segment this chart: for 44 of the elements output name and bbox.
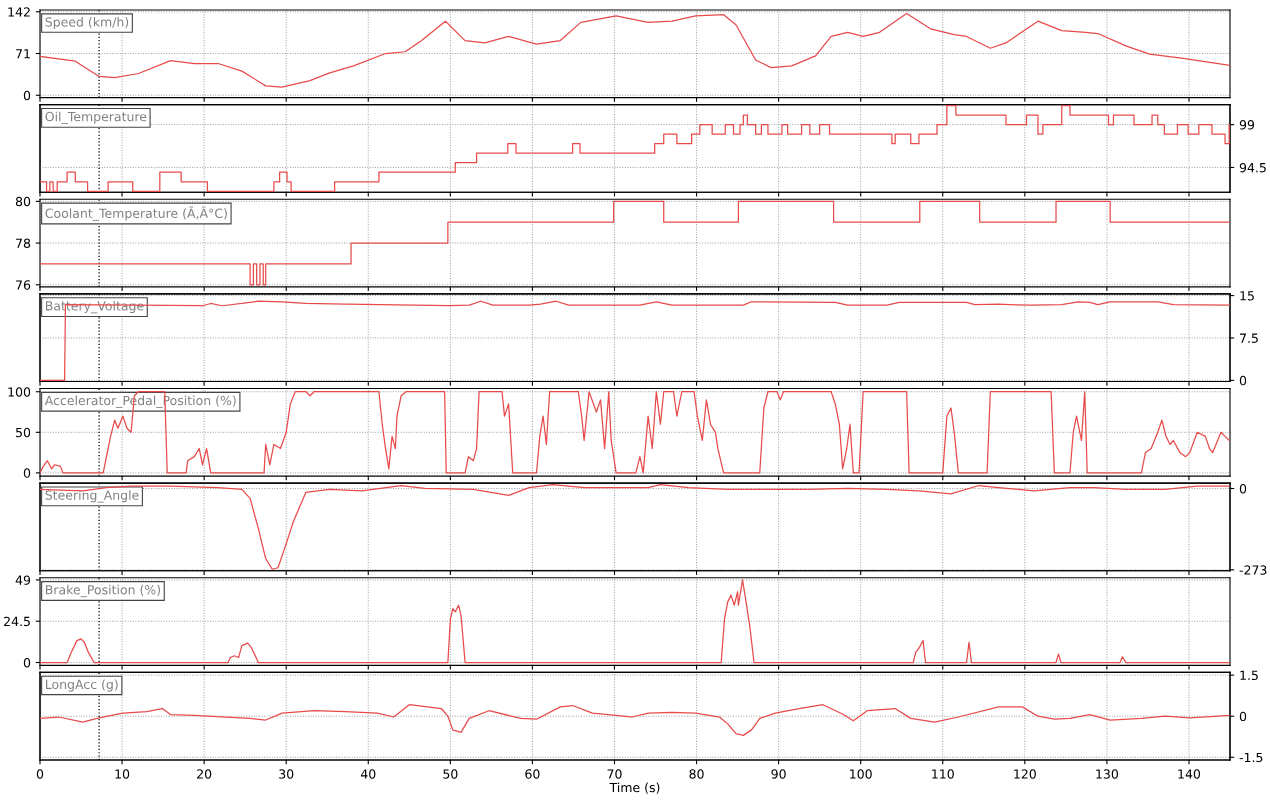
x-tick-label: 100	[850, 769, 872, 779]
x-tick-label: 40	[360, 769, 376, 779]
y2-tick-label: 0	[1239, 375, 1247, 386]
text: Coolant_Temperature (Ã,Â°C)	[45, 206, 227, 221]
y-tick-label: 50	[16, 427, 31, 438]
text: Oil_Temperature	[45, 111, 147, 125]
y-tick-label: 0	[23, 657, 31, 668]
x-tick-label: 110	[932, 769, 954, 779]
y2-tick-label: 0	[1239, 483, 1247, 494]
y2-tick-label: 0	[1239, 711, 1247, 722]
y2-tick-label: 99	[1239, 120, 1255, 130]
y2-tick-label: -1.5	[1239, 752, 1263, 763]
x-tick-label: 20	[197, 769, 212, 779]
x-tick-label: 80	[689, 769, 704, 779]
y2-tick-label: 94.5	[1239, 162, 1266, 173]
x-tick-label: 10	[115, 769, 130, 779]
x-tick-label: 30	[279, 769, 294, 779]
y-tick-label: 100	[8, 387, 31, 397]
y-tick-label: 80	[15, 196, 31, 207]
x-tick-label: 0	[36, 769, 44, 779]
y2-tick-label: -273	[1239, 565, 1267, 575]
x-tick-label: 140	[1178, 769, 1201, 779]
y-tick-label: 0	[23, 468, 31, 478]
y-tick-label: 49	[15, 575, 31, 585]
y-tick-label: 142	[8, 7, 30, 17]
y-tick-label: 71	[16, 49, 30, 59]
y-tick-label: 78	[16, 238, 31, 248]
x-tick-label: 70	[607, 769, 622, 779]
x-tick-label: 60	[525, 769, 540, 779]
y2-tick-label: 1.5	[1240, 670, 1258, 681]
x-tick-label: 90	[771, 769, 786, 779]
text: Brake_Position (%)	[45, 584, 161, 598]
y2-tick-label: 15	[1240, 291, 1254, 301]
y2-tick-label: 7.5	[1240, 333, 1258, 343]
y-tick-label: 24.5	[4, 616, 30, 627]
y-tick-label: 76	[16, 280, 31, 290]
text: Steering_Angle	[45, 490, 139, 503]
y-tick-label: 0	[23, 90, 31, 101]
text: Speed (km/h)	[45, 17, 129, 30]
x-axis-title: Time (s)	[609, 782, 660, 794]
text: LongAcc (g)	[45, 679, 118, 692]
x-tick-label: 130	[1096, 769, 1118, 779]
x-tick-label: 50	[443, 769, 458, 779]
x-tick-label: 120	[1014, 769, 1036, 779]
